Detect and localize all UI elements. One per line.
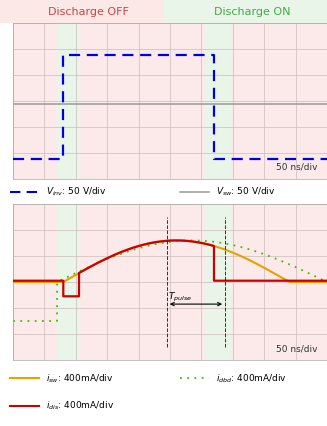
Bar bbox=[57, 23, 79, 179]
Bar bbox=[57, 204, 79, 360]
Bar bbox=[164, 0, 327, 23]
Text: 50 ns/div: 50 ns/div bbox=[276, 345, 318, 354]
Text: $V_{inv}$: 50 V/div: $V_{inv}$: 50 V/div bbox=[46, 185, 106, 198]
Text: $i_{dbd}$: 400mA/div: $i_{dbd}$: 400mA/div bbox=[216, 372, 287, 385]
Bar bbox=[205, 204, 230, 360]
Text: $T_{pulse}$: $T_{pulse}$ bbox=[168, 291, 192, 304]
Text: Discharge OFF: Discharge OFF bbox=[48, 7, 129, 17]
Text: Discharge ON: Discharge ON bbox=[214, 7, 290, 17]
Bar bbox=[0, 0, 164, 23]
Text: $i_{dis}$: 400mA/div: $i_{dis}$: 400mA/div bbox=[46, 400, 114, 412]
Text: $V_{sw}$: 50 V/div: $V_{sw}$: 50 V/div bbox=[216, 185, 275, 198]
Text: 50 ns/div: 50 ns/div bbox=[276, 163, 318, 172]
Bar bbox=[205, 23, 230, 179]
Text: $i_{sw}$: 400mA/div: $i_{sw}$: 400mA/div bbox=[46, 372, 113, 385]
